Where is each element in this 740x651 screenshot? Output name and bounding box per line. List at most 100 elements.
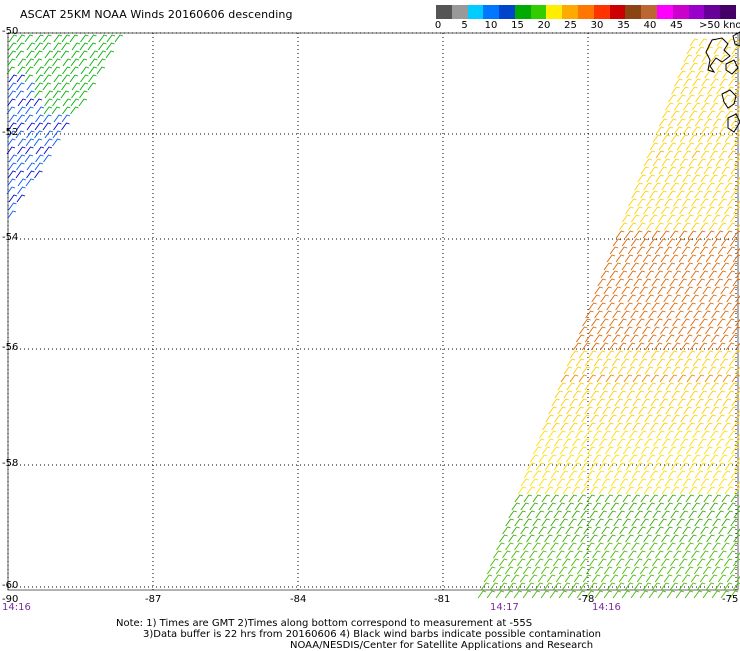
wind-barb xyxy=(730,311,738,318)
wind-barb xyxy=(680,111,688,118)
wind-barb xyxy=(710,103,718,110)
wind-barb xyxy=(705,95,713,102)
wind-barb xyxy=(639,359,647,366)
wind-barb xyxy=(645,391,653,398)
wind-barb xyxy=(644,463,652,470)
wind-barb xyxy=(533,447,541,454)
wind-barb xyxy=(496,567,504,574)
wind-barb xyxy=(585,407,593,414)
wind-barb xyxy=(35,91,43,98)
wind-barb xyxy=(626,487,634,494)
wind-barb xyxy=(685,215,693,222)
wind-barb xyxy=(687,399,695,406)
note-line-2: 3)Data buffer is 22 hrs from 20160606 4)… xyxy=(143,629,601,640)
wind-barb xyxy=(34,99,42,106)
wind-barb xyxy=(724,559,732,566)
wind-barb xyxy=(624,351,632,358)
wind-barb xyxy=(27,163,35,170)
wind-barb xyxy=(707,535,715,542)
wind-barb xyxy=(673,551,681,558)
wind-barb xyxy=(673,247,681,254)
wind-barb xyxy=(8,139,16,146)
wind-barb xyxy=(563,463,571,470)
wind-barb xyxy=(710,199,718,206)
wind-barb xyxy=(579,375,587,382)
wind-barb xyxy=(576,359,584,366)
wind-barb xyxy=(654,367,662,374)
wind-barb xyxy=(681,87,689,94)
wind-barb xyxy=(691,247,699,254)
wind-barb xyxy=(660,423,668,430)
wind-barb xyxy=(704,143,712,150)
wind-barb xyxy=(694,215,702,222)
wind-barb xyxy=(665,103,673,110)
wind-barb xyxy=(649,287,657,294)
wind-barb xyxy=(677,119,685,126)
wind-barb xyxy=(678,95,686,102)
wind-barb xyxy=(672,367,680,374)
wind-barb xyxy=(622,591,630,598)
wind-barb xyxy=(664,295,672,302)
wind-barb xyxy=(583,551,591,558)
wind-barb xyxy=(655,271,663,278)
wind-barb xyxy=(712,287,720,294)
wind-barb xyxy=(574,551,582,558)
wind-barb xyxy=(667,567,675,574)
wind-barb xyxy=(579,351,587,358)
wind-barb xyxy=(723,375,731,382)
wind-barb xyxy=(26,67,34,74)
wind-barb xyxy=(728,455,736,462)
wind-barb xyxy=(708,391,716,398)
wind-barb xyxy=(582,391,590,398)
wind-barb xyxy=(656,527,664,534)
wind-barb xyxy=(514,567,522,574)
wind-barb xyxy=(720,407,728,414)
wind-barb xyxy=(45,99,53,106)
wind-barb xyxy=(696,423,704,430)
wind-barb xyxy=(576,431,584,438)
wind-barb xyxy=(560,447,568,454)
wind-barb xyxy=(702,359,710,366)
wind-barb xyxy=(539,479,547,486)
wind-barb xyxy=(715,279,723,286)
wind-barb xyxy=(680,463,688,470)
wind-barb xyxy=(80,83,88,90)
wind-barb xyxy=(693,335,701,342)
wind-barb xyxy=(88,43,96,50)
wind-barb xyxy=(560,471,568,478)
wind-barb xyxy=(733,279,740,286)
wind-barb xyxy=(674,527,682,534)
wind-barb xyxy=(618,367,626,374)
wind-barb xyxy=(612,431,620,438)
wind-barb xyxy=(560,495,568,502)
wind-barb xyxy=(115,35,123,42)
wind-barb xyxy=(715,255,723,262)
wind-barb xyxy=(606,351,614,358)
wind-barb xyxy=(71,67,79,74)
wind-barb xyxy=(640,215,648,222)
wind-barb xyxy=(706,559,714,566)
wind-barb xyxy=(653,439,661,446)
wind-barb xyxy=(594,383,602,390)
wind-barb xyxy=(586,311,594,318)
wind-barb xyxy=(649,239,657,246)
wind-barb xyxy=(665,503,673,510)
wind-barb xyxy=(667,591,675,598)
wind-barb xyxy=(690,343,698,350)
wind-barb xyxy=(647,151,655,158)
wind-barb xyxy=(658,311,666,318)
wind-barb xyxy=(549,431,557,438)
wind-barb xyxy=(532,591,540,598)
wind-barb xyxy=(602,455,610,462)
wind-barb xyxy=(645,415,653,422)
wind-barb xyxy=(16,91,24,98)
wind-barb xyxy=(626,511,634,518)
wind-barb xyxy=(659,447,667,454)
wind-barb xyxy=(521,527,529,534)
wind-barb xyxy=(689,487,697,494)
wind-barb xyxy=(687,327,695,334)
wind-barb xyxy=(25,35,33,42)
wind-barb xyxy=(590,487,598,494)
wind-barb xyxy=(672,391,680,398)
wind-barb xyxy=(610,551,618,558)
